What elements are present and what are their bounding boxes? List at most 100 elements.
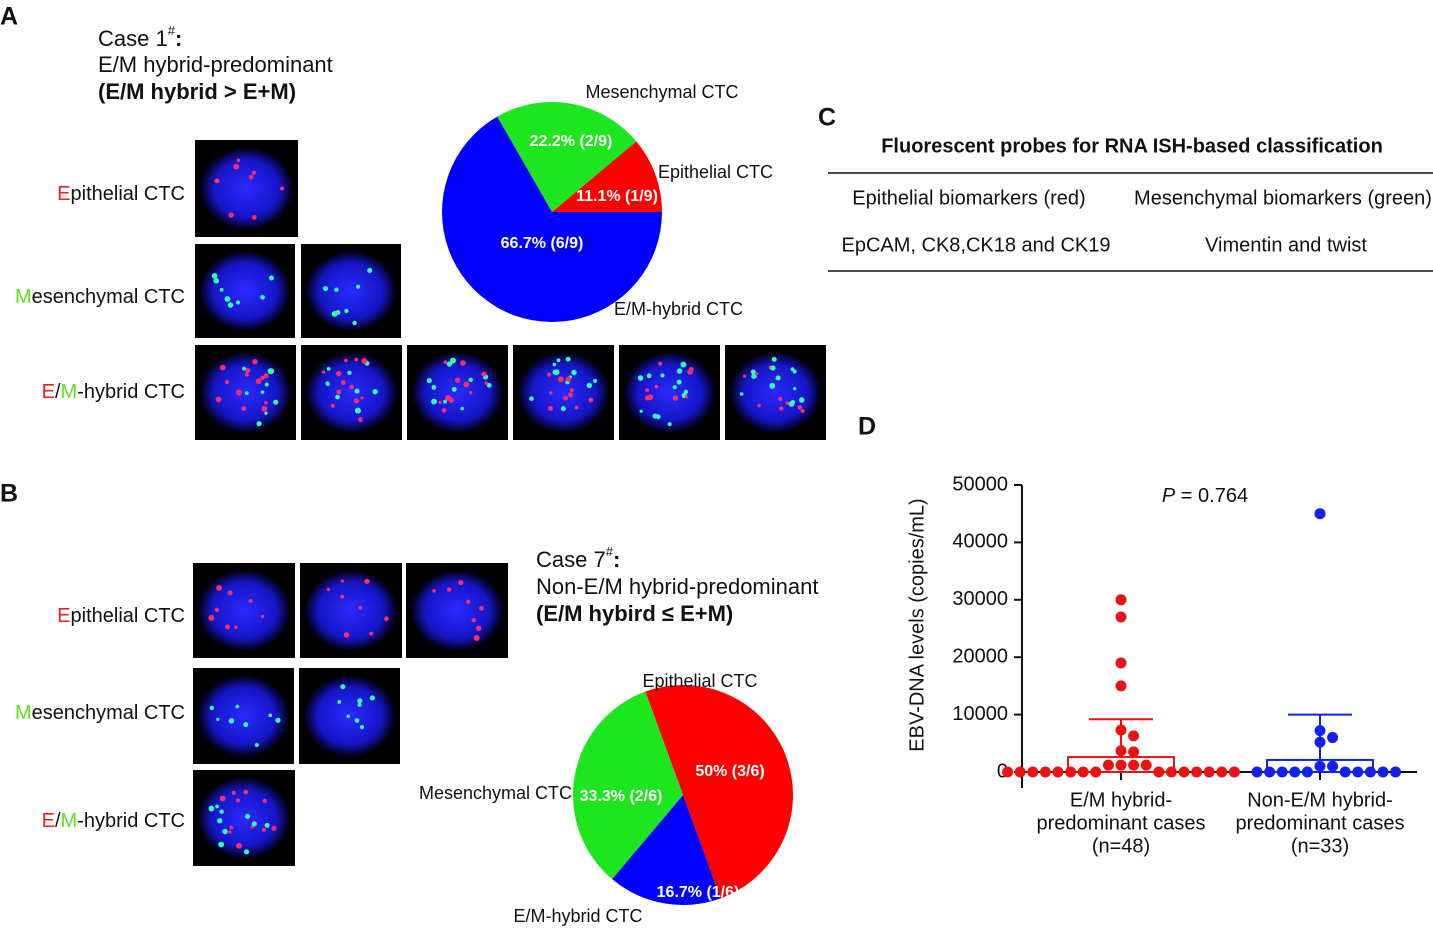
- y-tick-label: 50000: [952, 473, 1008, 495]
- row-label: E/M-hybrid CTC: [42, 381, 185, 403]
- probe-dot: [217, 818, 223, 824]
- probe-dot: [335, 370, 342, 377]
- table-header: Mesenchymal biomarkers (green): [1134, 187, 1432, 209]
- data-point: [1289, 766, 1301, 778]
- probe-dot: [340, 594, 345, 599]
- probe-dot: [688, 367, 694, 372]
- cell-nucleus: [198, 777, 290, 859]
- cell-nucleus: [412, 352, 503, 433]
- probe-dot: [646, 373, 652, 379]
- panel-label: B: [0, 480, 18, 508]
- probe-dot: [586, 382, 593, 389]
- probe-dot: [343, 632, 350, 638]
- annotation: P = 0.764: [1162, 485, 1248, 507]
- row-label: Mesenchymal CTC: [15, 702, 185, 724]
- probe-dot: [224, 379, 230, 385]
- case-title: Case 7#:: [536, 544, 620, 571]
- probe-dot: [454, 377, 461, 383]
- probe-dot: [446, 587, 452, 592]
- row-label-part: esenchymal CTC: [32, 286, 185, 308]
- data-point: [1264, 766, 1276, 778]
- probe-dot: [236, 158, 241, 163]
- probe-dot: [244, 391, 249, 396]
- probe-dot: [242, 366, 247, 371]
- probe-dot: [676, 379, 682, 385]
- probe-dot: [358, 606, 363, 610]
- value-label: 11.1% (1/9): [576, 188, 658, 205]
- cell-nucleus: [306, 251, 396, 331]
- probe-dot: [484, 381, 489, 385]
- probe-dot: [750, 369, 756, 375]
- row-label-part: /: [55, 381, 61, 403]
- probe-dot: [549, 391, 553, 395]
- probe-dot: [361, 358, 368, 364]
- data-point: [1314, 736, 1326, 748]
- probe-dot: [236, 300, 241, 305]
- probe-dot: [326, 587, 330, 592]
- probe-dot: [431, 385, 437, 390]
- probe-dot: [658, 361, 663, 366]
- data-point: [1314, 508, 1326, 520]
- probe-dot: [431, 398, 437, 405]
- probe-dot: [588, 397, 594, 403]
- slice-label: E/M-hybrid CTC: [614, 299, 743, 319]
- probe-dot: [216, 717, 220, 721]
- data-point: [1115, 594, 1127, 606]
- value-label: 22.2% (2/9): [530, 133, 613, 150]
- probe-dot: [426, 378, 432, 384]
- probe-dot: [676, 368, 683, 374]
- y-tick-label: 40000: [952, 531, 1008, 553]
- pie-slice: [645, 685, 793, 899]
- data-point: [1251, 766, 1263, 778]
- probe-dot: [208, 805, 215, 812]
- probe-dot: [593, 378, 598, 383]
- probe-dot: [251, 215, 257, 220]
- data-point: [1014, 766, 1026, 778]
- probe-dot: [529, 396, 534, 401]
- probe-dot: [340, 579, 345, 583]
- annotation-text: = 0.764: [1175, 485, 1248, 507]
- probe-dot: [251, 170, 257, 175]
- probe-dot: [214, 607, 220, 613]
- row-label-part: pithelial CTC: [71, 183, 185, 205]
- probe-dot: [460, 360, 466, 366]
- probe-dot: [236, 798, 241, 803]
- data-point: [1128, 759, 1140, 771]
- probe-dot: [231, 790, 236, 795]
- row-label-part: /: [55, 810, 61, 832]
- row-label-part: -hybrid CTC: [77, 810, 185, 832]
- probe-dot: [354, 357, 359, 362]
- probe-dot: [228, 830, 232, 834]
- probe-dot: [654, 384, 659, 389]
- probe-dot: [248, 174, 254, 180]
- probe-dot: [680, 361, 687, 368]
- probe-dot: [637, 375, 644, 381]
- data-point: [1140, 759, 1152, 771]
- probe-dot: [486, 382, 492, 388]
- probe-dot: [337, 699, 342, 704]
- probe-dot: [273, 399, 279, 405]
- table-header: Epithelial biomarkers (red): [852, 187, 1085, 209]
- probe-dot: [354, 718, 360, 723]
- probe-dot: [481, 371, 487, 377]
- x-tick-label: predominant cases: [1236, 812, 1405, 834]
- data-point: [1115, 724, 1127, 736]
- probe-dot: [252, 358, 258, 365]
- probe-dot: [755, 372, 759, 376]
- probe-dot: [367, 268, 373, 274]
- data-point: [1128, 746, 1140, 758]
- probe-dot: [264, 822, 270, 828]
- probe-dot: [262, 798, 267, 804]
- probe-dot: [450, 357, 456, 364]
- case-colon: :: [613, 547, 620, 572]
- pie-slice: [497, 102, 637, 212]
- probe-dot: [260, 614, 265, 619]
- probe-dot: [667, 422, 672, 427]
- table-title: Fluorescent probes for RNA ISH-based cla…: [881, 135, 1383, 157]
- probe-dot: [560, 406, 566, 412]
- probe-dot: [372, 388, 378, 395]
- probe-dot: [251, 821, 257, 827]
- cell-nucleus: [200, 147, 293, 230]
- row-label: Epithelial CTC: [57, 183, 185, 205]
- probe-dot: [360, 396, 364, 400]
